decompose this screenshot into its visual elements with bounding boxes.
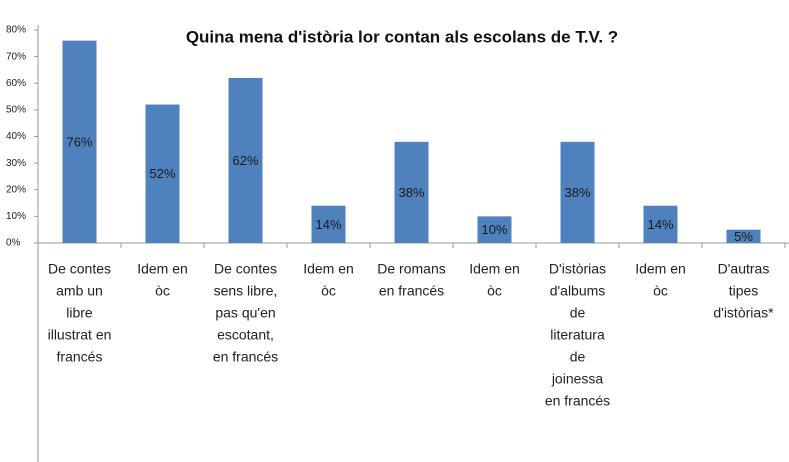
y-tick-label: 20% — [6, 184, 26, 195]
value-label: 38% — [564, 185, 590, 200]
bar — [726, 229, 761, 243]
x-tick-label: Idem en — [137, 261, 188, 277]
x-tick-label: escotant, — [217, 327, 274, 343]
x-tick-label: de — [570, 349, 586, 365]
x-tick-label: de — [570, 305, 586, 321]
value-label: 52% — [149, 166, 175, 181]
x-tick-label: Idem en — [469, 261, 520, 277]
bar — [643, 205, 678, 243]
x-tick-label: òc — [487, 283, 502, 299]
value-label: 38% — [398, 185, 424, 200]
value-label: 10% — [481, 222, 507, 237]
x-tick-label: d'albums — [550, 283, 606, 299]
bar — [394, 141, 429, 243]
y-tick-label: 50% — [6, 105, 26, 116]
x-tick-label: libre — [66, 305, 93, 321]
x-tick-label: De contes — [214, 261, 277, 277]
x-tick-label: en francés — [213, 349, 278, 365]
bar — [477, 216, 512, 243]
x-tick-label: en francés — [545, 393, 610, 409]
bar — [311, 205, 346, 243]
y-tick-label: 80% — [6, 25, 26, 36]
bar — [145, 104, 180, 243]
y-tick-label: 10% — [6, 211, 26, 222]
value-label: 14% — [315, 217, 341, 232]
x-tick-label: joinessa — [551, 371, 604, 387]
x-tick-label: en francés — [379, 283, 444, 299]
y-tick-label: 70% — [6, 51, 26, 62]
x-tick-label: De romans — [377, 261, 445, 277]
x-tick-label: D'istòrias — [549, 261, 606, 277]
y-tick-label: 0% — [6, 238, 21, 249]
x-tick-label: De contes — [48, 261, 111, 277]
x-tick-label: òc — [321, 283, 336, 299]
x-tick-label: Idem en — [635, 261, 686, 277]
value-label: 14% — [647, 217, 673, 232]
x-tick-label: D'autras — [718, 261, 770, 277]
y-tick-label: 40% — [6, 131, 26, 142]
value-label: 62% — [232, 153, 258, 168]
value-label: 5% — [734, 229, 753, 244]
x-tick-label: Idem en — [303, 261, 354, 277]
bar — [228, 77, 263, 243]
x-tick-label: tipes — [729, 283, 759, 299]
y-tick-label: 60% — [6, 78, 26, 89]
x-tick-label: d'istòrias* — [713, 305, 774, 321]
x-tick-label: òc — [155, 283, 170, 299]
x-tick-label: amb un — [56, 283, 103, 299]
bar — [560, 141, 595, 243]
bar — [62, 40, 97, 244]
x-tick-label: francés — [57, 349, 103, 365]
x-tick-label: òc — [653, 283, 668, 299]
y-tick-label: 30% — [6, 158, 26, 169]
x-tick-label: sens libre, — [214, 283, 278, 299]
x-tick-label: pas qu'en — [215, 305, 275, 321]
x-tick-label: literatura — [550, 327, 605, 343]
chart-title: Quina mena d'istòria lor contan als esco… — [186, 27, 618, 46]
x-tick-label: illustrat en — [48, 327, 112, 343]
value-label: 76% — [66, 134, 92, 149]
